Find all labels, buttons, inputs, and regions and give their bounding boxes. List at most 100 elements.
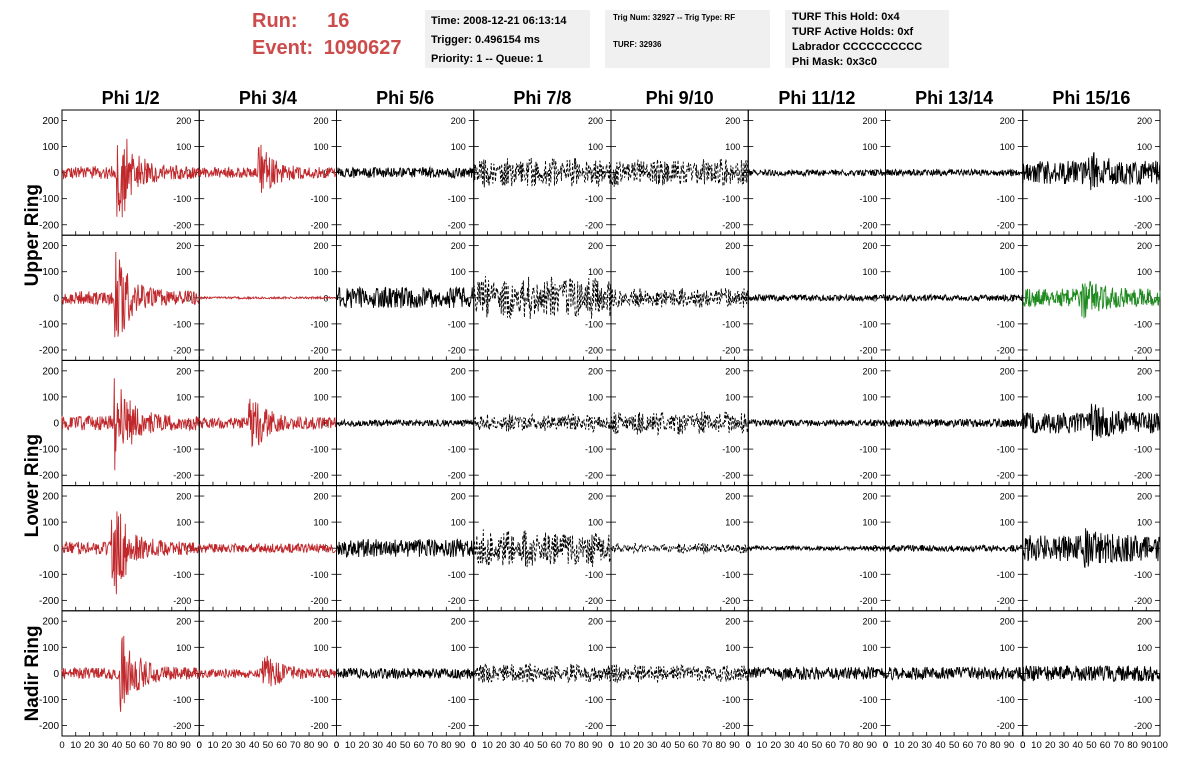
y-tick-label: -200 bbox=[448, 596, 466, 606]
x-tick-label: 70 bbox=[290, 740, 301, 751]
turf-active-text: TURF Active Holds: 0xf bbox=[792, 26, 914, 38]
y-tick-label: 100 bbox=[588, 643, 603, 653]
x-tick-label: 20 bbox=[496, 740, 507, 751]
y-tick-label: 100 bbox=[725, 267, 740, 277]
y-tick-label: 200 bbox=[725, 116, 740, 126]
y-tick-label: -200 bbox=[173, 471, 191, 481]
y-tick-label: 200 bbox=[313, 366, 328, 376]
x-tick-label: 70 bbox=[427, 740, 438, 751]
waveform-trace bbox=[610, 287, 749, 308]
x-tick-label: 40 bbox=[798, 740, 809, 751]
x-tick-label: 40 bbox=[1072, 740, 1083, 751]
y-tick-label: -100 bbox=[173, 570, 191, 580]
y-tick-label: 100 bbox=[313, 518, 328, 528]
x-tick-label: 80 bbox=[304, 740, 315, 751]
y-tick-label: 100 bbox=[725, 643, 740, 653]
y-tick-label: -200 bbox=[997, 220, 1015, 230]
y-tick-label: 100 bbox=[313, 392, 328, 402]
x-tick-label: 40 bbox=[661, 740, 672, 751]
x-tick-label: 80 bbox=[716, 740, 727, 751]
time-text: Time: 2008-12-21 06:13:14 bbox=[431, 15, 567, 27]
waveform-trace bbox=[336, 667, 475, 681]
x-tick-label: 80 bbox=[1127, 740, 1138, 751]
x-tick-label: 90 bbox=[866, 740, 877, 751]
trig-num-text: Trig Num: 32927 -- Trig Type: RF bbox=[613, 13, 736, 22]
y-tick-label: 0 bbox=[53, 669, 59, 680]
y-tick-label: 200 bbox=[1000, 366, 1015, 376]
x-tick-label: 50 bbox=[1086, 740, 1097, 751]
y-tick-label: -100 bbox=[585, 695, 603, 705]
waveform-trace bbox=[885, 293, 1024, 303]
y-tick-label: 200 bbox=[42, 492, 59, 503]
y-tick-label: -200 bbox=[585, 471, 603, 481]
y-tick-label: -100 bbox=[997, 445, 1015, 455]
y-tick-label: -200 bbox=[722, 220, 740, 230]
waveform-trace bbox=[473, 662, 612, 684]
x-tick-label: 10 bbox=[1031, 740, 1042, 751]
y-tick-label: 100 bbox=[862, 267, 877, 277]
run-value: 16 bbox=[327, 10, 350, 32]
x-tick-label: 20 bbox=[359, 740, 370, 751]
trigger-text: Trigger: 0.496154 ms bbox=[431, 34, 540, 46]
y-tick-label: -200 bbox=[997, 596, 1015, 606]
y-tick-label: -200 bbox=[585, 220, 603, 230]
x-tick-label: 80 bbox=[990, 740, 1001, 751]
x-tick-label: 0 bbox=[608, 740, 613, 751]
y-tick-label: -200 bbox=[310, 721, 328, 731]
y-tick-label: 100 bbox=[1137, 643, 1152, 653]
y-tick-label: 100 bbox=[451, 518, 466, 528]
y-tick-label: 200 bbox=[176, 366, 191, 376]
phi-mask-text: Phi Mask: 0x3c0 bbox=[792, 56, 877, 68]
waveform-trace bbox=[336, 418, 475, 428]
y-tick-label: -100 bbox=[722, 570, 740, 580]
x-tick-label: 70 bbox=[565, 740, 576, 751]
y-tick-label: 200 bbox=[725, 241, 740, 251]
column-header: Phi 3/4 bbox=[239, 88, 297, 108]
y-tick-label: -100 bbox=[1134, 695, 1152, 705]
x-tick-label: 80 bbox=[441, 740, 452, 751]
column-header: Phi 5/6 bbox=[376, 88, 434, 108]
x-tick-label: 90 bbox=[455, 740, 466, 751]
x-tick-label: 80 bbox=[578, 740, 589, 751]
y-tick-label: -100 bbox=[448, 570, 466, 580]
y-tick-label: 200 bbox=[588, 617, 603, 627]
y-tick-label: 200 bbox=[313, 617, 328, 627]
x-tick-label: 60 bbox=[414, 740, 425, 751]
y-tick-label: -100 bbox=[310, 319, 328, 329]
x-tick-label: 10 bbox=[894, 740, 905, 751]
y-tick-label: 0 bbox=[186, 168, 191, 178]
y-tick-label: 200 bbox=[1000, 492, 1015, 502]
y-tick-label: -100 bbox=[859, 319, 877, 329]
y-tick-label: 200 bbox=[1137, 366, 1152, 376]
y-tick-label: 200 bbox=[1137, 492, 1152, 502]
waveform-trace bbox=[336, 538, 475, 558]
y-tick-label: 200 bbox=[176, 492, 191, 502]
y-tick-label: -100 bbox=[859, 570, 877, 580]
x-tick-label: 60 bbox=[1100, 740, 1111, 751]
turf-hold-text: TURF This Hold: 0x4 bbox=[792, 11, 900, 23]
y-tick-label: -100 bbox=[448, 194, 466, 204]
y-tick-label: 200 bbox=[313, 241, 328, 251]
y-tick-label: -200 bbox=[173, 345, 191, 355]
waveform-trace bbox=[336, 285, 475, 309]
x-tick-label: 20 bbox=[1045, 740, 1056, 751]
y-tick-label: -200 bbox=[448, 721, 466, 731]
run-row: Run: 16 bbox=[252, 8, 422, 35]
waveform-trace bbox=[885, 543, 1024, 553]
y-tick-label: -100 bbox=[310, 570, 328, 580]
row-label: Lower Ring bbox=[22, 434, 43, 537]
y-tick-label: 200 bbox=[862, 617, 877, 627]
y-tick-label: -200 bbox=[997, 345, 1015, 355]
waveform-trace bbox=[61, 138, 200, 218]
y-tick-label: -100 bbox=[39, 319, 59, 330]
waveform-trace bbox=[198, 398, 337, 448]
labrador-text: Labrador CCCCCCCCCC bbox=[792, 41, 923, 53]
y-tick-label: -200 bbox=[173, 721, 191, 731]
y-tick-label: -200 bbox=[310, 220, 328, 230]
x-tick-label: 70 bbox=[702, 740, 713, 751]
waveform-trace bbox=[198, 144, 337, 193]
x-tick-label: 10 bbox=[482, 740, 493, 751]
x-tick-label: 60 bbox=[551, 740, 562, 751]
y-tick-label: 0 bbox=[1147, 419, 1152, 429]
waveform-trace bbox=[1022, 528, 1161, 568]
